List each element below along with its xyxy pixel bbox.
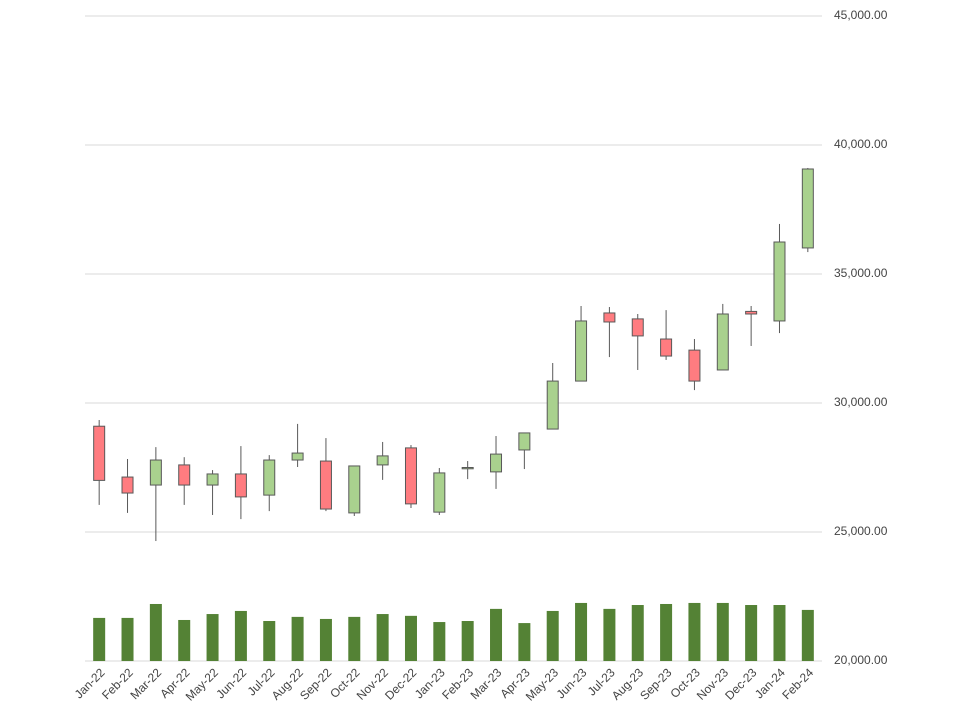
volume-bar <box>688 602 701 661</box>
volume-bar <box>348 616 361 661</box>
candle-body <box>773 241 786 322</box>
y-tick-label: 45,000.00 <box>834 8 888 22</box>
candle-body <box>716 313 729 371</box>
candle-body <box>121 476 134 494</box>
volume-bar <box>575 602 588 661</box>
candle-body <box>745 310 758 315</box>
volume-bar <box>603 608 616 661</box>
volume-bar <box>461 621 474 661</box>
candle-body <box>575 320 588 382</box>
volume-bar <box>93 617 106 661</box>
x-tick-label: May-23 <box>523 665 561 703</box>
volume-bar <box>206 614 219 661</box>
candle-body <box>234 473 247 498</box>
volume-bar <box>121 617 134 661</box>
volume-bar <box>801 609 814 661</box>
candle-body <box>433 472 446 513</box>
volume-bar <box>773 605 786 661</box>
x-tick-label: Dec-22 <box>382 665 419 702</box>
volume-bar <box>745 605 758 661</box>
candle-body <box>490 453 503 473</box>
candle-body <box>93 425 106 481</box>
candle-body <box>348 465 361 514</box>
y-tick-label: 40,000.00 <box>834 137 888 151</box>
volume-bar <box>433 622 446 661</box>
x-tick-label: May-22 <box>183 665 221 703</box>
volume-bar <box>376 614 389 661</box>
volume-bar <box>149 603 162 661</box>
candle-body <box>603 312 616 323</box>
candle-body <box>149 459 162 486</box>
x-tick-label: Dec-23 <box>722 665 759 702</box>
x-tick-label: Jun-22 <box>213 665 249 701</box>
candle-body <box>206 473 219 486</box>
candle-body <box>319 460 332 510</box>
y-tick-label: 20,000.00 <box>834 653 888 667</box>
volume-bar <box>490 608 503 661</box>
volume-bar <box>178 619 191 661</box>
candle-body <box>263 459 276 496</box>
volume-bar <box>234 610 247 661</box>
candle-body <box>461 467 474 470</box>
x-tick-label: Sep-23 <box>637 665 674 702</box>
volume-bar <box>291 616 304 661</box>
volume-bar <box>404 615 417 661</box>
x-tick-label: Mar-22 <box>127 665 164 702</box>
x-tick-label: Sep-22 <box>297 665 334 702</box>
candle-body <box>518 432 531 451</box>
candle-body <box>688 349 701 382</box>
candle-body <box>291 452 304 461</box>
volume-bar <box>518 623 531 661</box>
candle-body <box>801 168 814 249</box>
volume-bar <box>631 605 644 661</box>
volume-bar <box>716 602 729 661</box>
x-tick-label: Feb-24 <box>779 665 816 702</box>
volume-bar <box>660 603 673 661</box>
candle-body <box>631 318 644 337</box>
y-tick-label: 35,000.00 <box>834 266 888 280</box>
candle-body <box>376 455 389 466</box>
candle-body <box>546 380 559 430</box>
volume-bar <box>263 621 276 661</box>
y-tick-label: 30,000.00 <box>834 395 888 409</box>
volume-bar <box>546 610 559 661</box>
candle-body <box>660 338 673 357</box>
candle-body <box>178 464 191 486</box>
candle-body <box>404 447 417 505</box>
y-tick-label: 25,000.00 <box>834 524 888 538</box>
x-tick-label: Mar-23 <box>468 665 505 702</box>
x-tick-label: Jun-23 <box>554 665 590 701</box>
volume-bar <box>319 618 332 661</box>
